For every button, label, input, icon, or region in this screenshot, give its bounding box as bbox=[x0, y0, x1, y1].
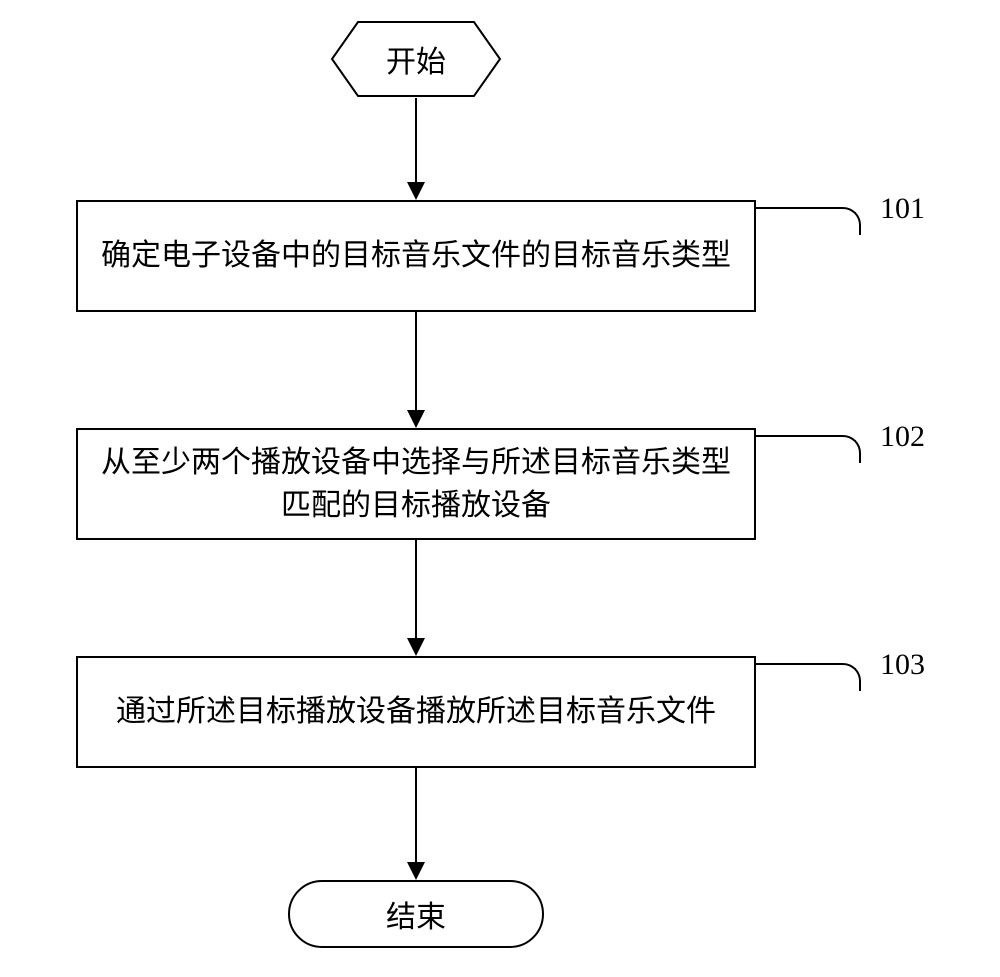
arrow-1-head bbox=[407, 182, 425, 200]
label-connector-3 bbox=[756, 663, 861, 691]
process-step-1: 确定电子设备中的目标音乐文件的目标音乐类型 bbox=[76, 200, 756, 312]
arrow-4-head bbox=[407, 862, 425, 880]
end-node: 结束 bbox=[288, 880, 544, 948]
label-102: 102 bbox=[880, 420, 925, 454]
process-step-2: 从至少两个播放设备中选择与所述目标音乐类型匹配的目标播放设备 bbox=[76, 428, 756, 540]
process-step-1-text: 确定电子设备中的目标音乐文件的目标音乐类型 bbox=[101, 234, 731, 278]
start-label: 开始 bbox=[386, 37, 446, 81]
process-step-3-text: 通过所述目标播放设备播放所述目标音乐文件 bbox=[116, 690, 716, 734]
label-connector-1 bbox=[756, 207, 861, 235]
arrow-4 bbox=[415, 768, 417, 864]
arrow-2 bbox=[415, 312, 417, 412]
arrow-1 bbox=[415, 98, 417, 184]
start-node: 开始 bbox=[330, 20, 502, 98]
arrow-2-head bbox=[407, 410, 425, 428]
flowchart-container: 开始 确定电子设备中的目标音乐文件的目标音乐类型 101 从至少两个播放设备中选… bbox=[0, 0, 1000, 977]
arrow-3-head bbox=[407, 638, 425, 656]
arrow-3 bbox=[415, 540, 417, 640]
label-101: 101 bbox=[880, 192, 925, 226]
process-step-2-text: 从至少两个播放设备中选择与所述目标音乐类型匹配的目标播放设备 bbox=[98, 441, 734, 528]
process-step-3: 通过所述目标播放设备播放所述目标音乐文件 bbox=[76, 656, 756, 768]
label-connector-2 bbox=[756, 435, 861, 463]
label-103: 103 bbox=[880, 648, 925, 682]
end-label: 结束 bbox=[386, 892, 446, 936]
